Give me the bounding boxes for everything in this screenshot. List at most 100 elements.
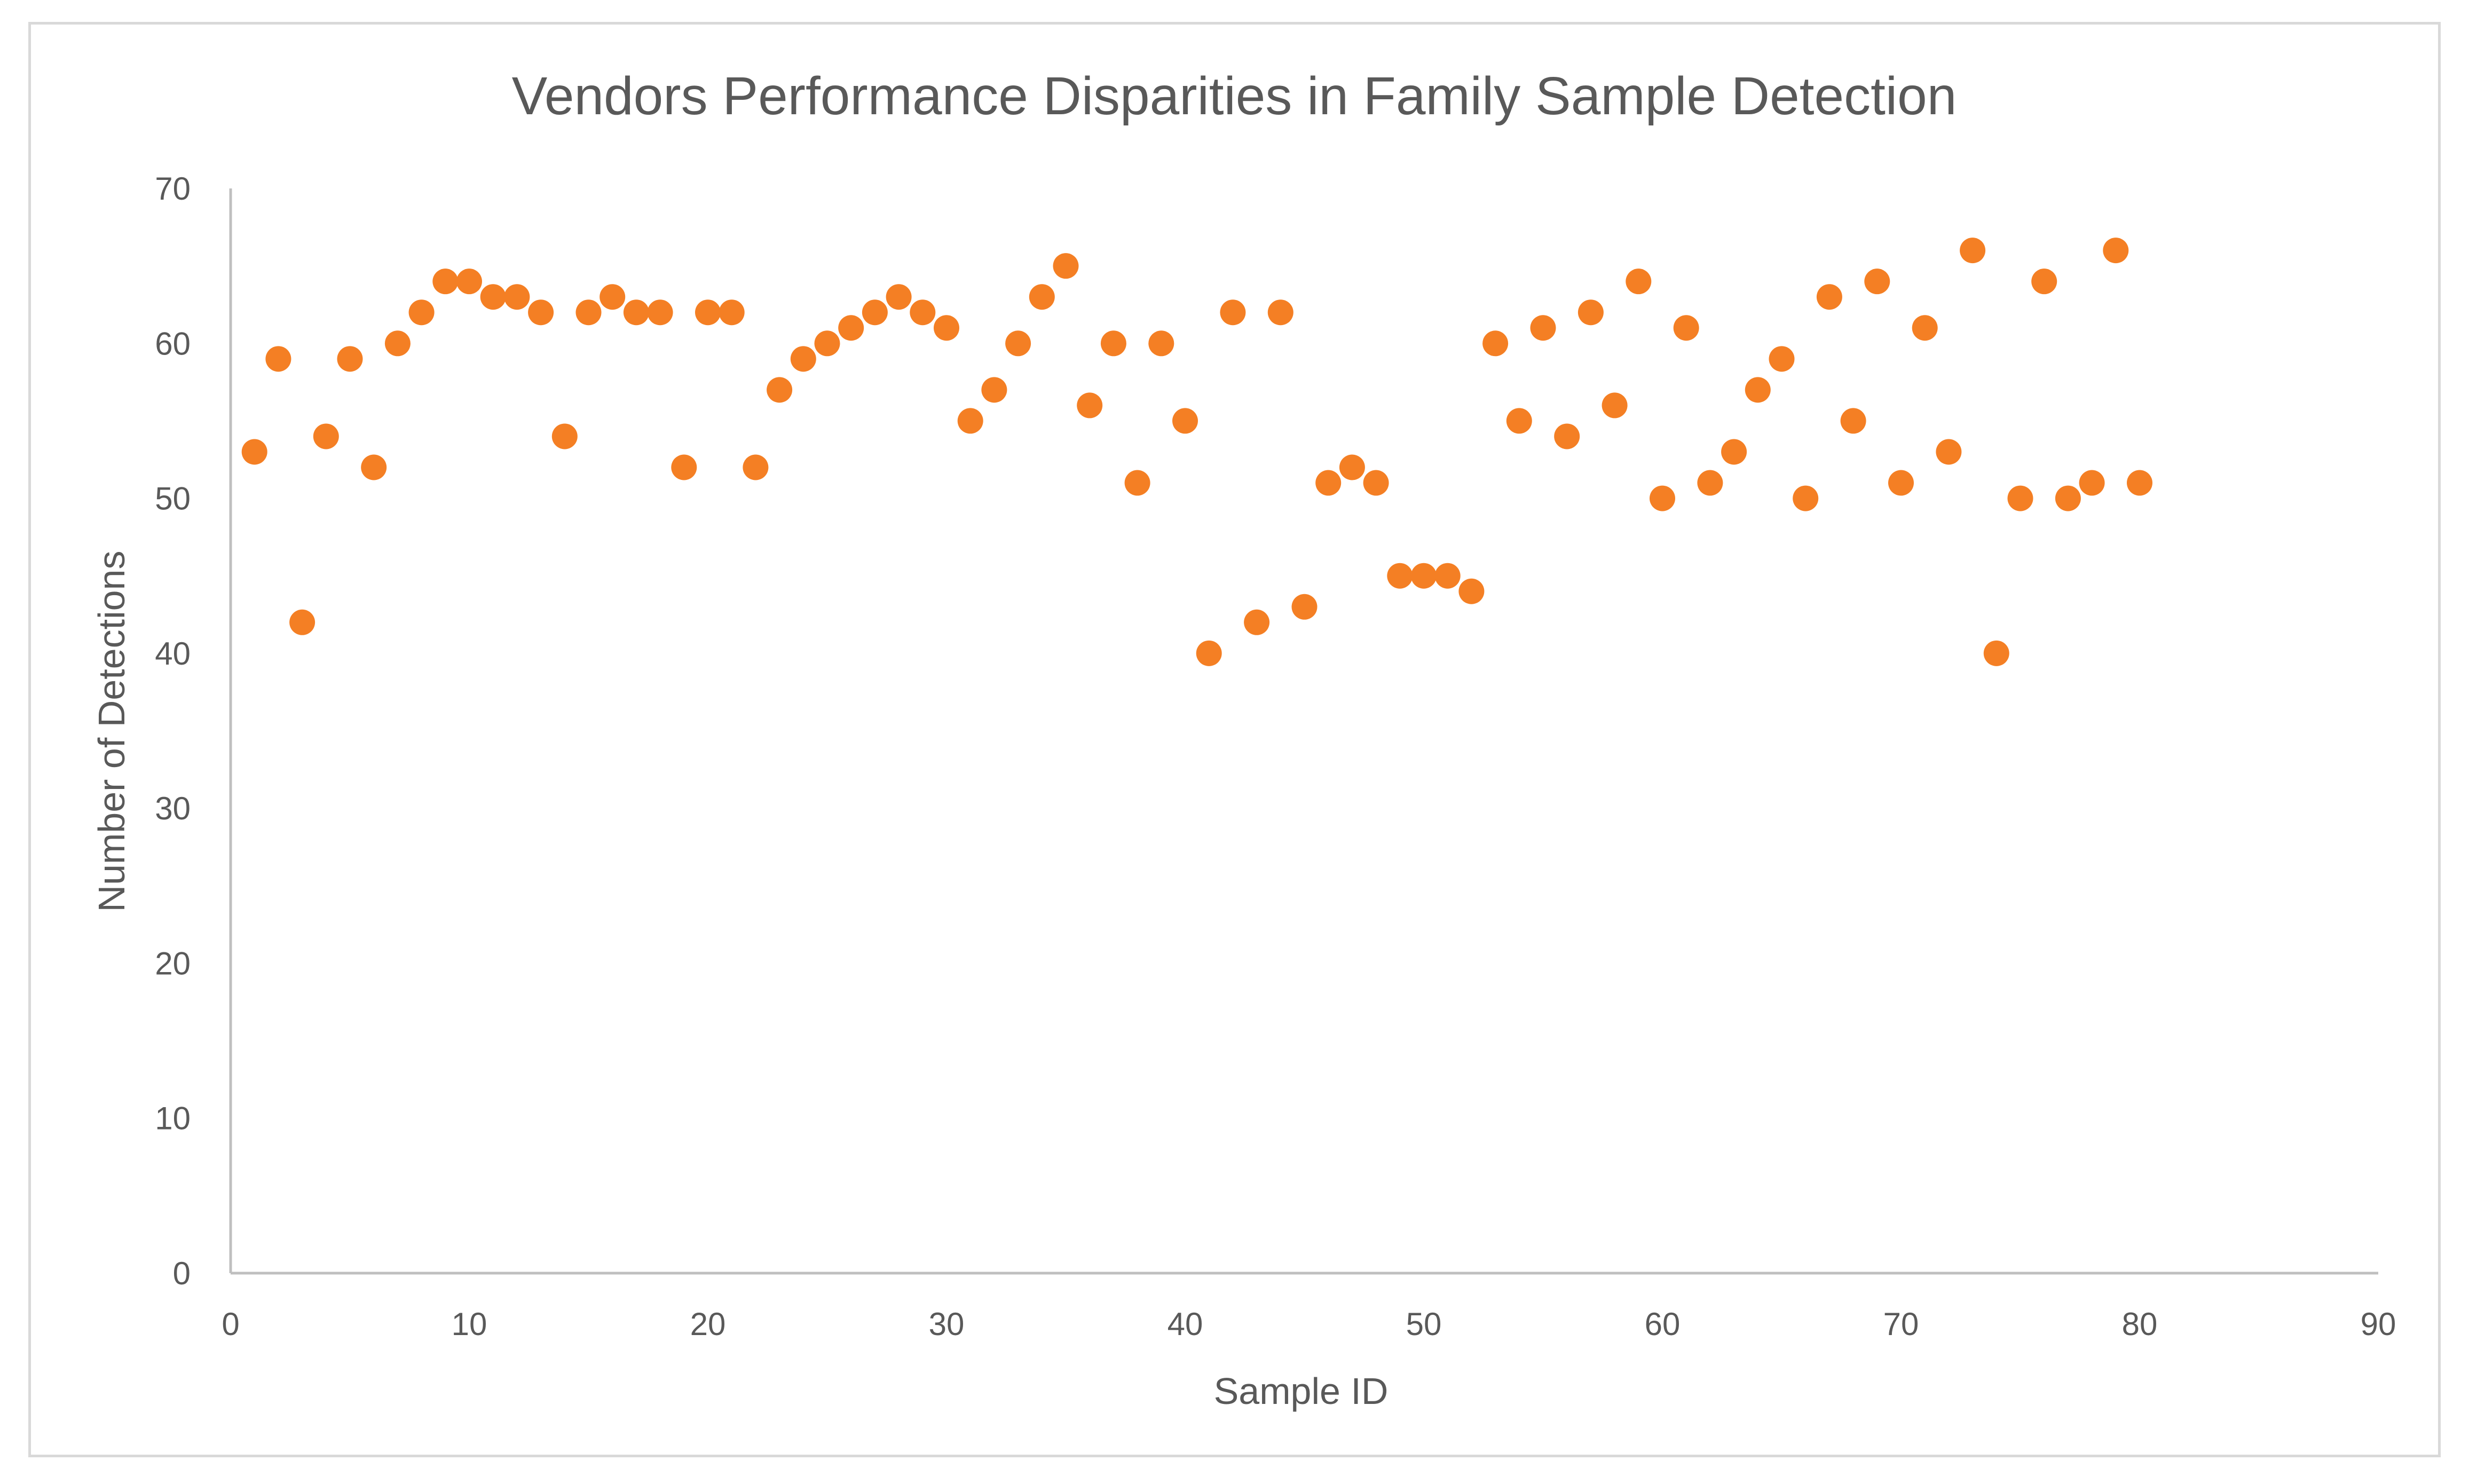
- data-point: [1100, 330, 1126, 357]
- data-point: [1983, 640, 2009, 666]
- data-point: [1196, 640, 1222, 666]
- data-point: [599, 284, 626, 310]
- data-point: [408, 299, 435, 326]
- data-point: [862, 299, 888, 326]
- data-point: [695, 299, 721, 326]
- data-point: [241, 439, 267, 465]
- data-point: [2055, 485, 2081, 511]
- data-point: [1888, 470, 1914, 496]
- data-point: [528, 299, 554, 326]
- data-point: [1148, 330, 1174, 357]
- data-point: [1697, 470, 1723, 496]
- x-tick-label: 60: [1645, 1306, 1681, 1342]
- data-point: [504, 284, 530, 310]
- data-point: [671, 454, 697, 480]
- x-tick-label: 10: [452, 1306, 487, 1342]
- y-tick-label: 10: [155, 1101, 191, 1136]
- chart-frame: [28, 22, 2441, 1457]
- data-point: [1411, 563, 1437, 589]
- y-tick-label: 0: [173, 1256, 191, 1291]
- data-point: [1363, 470, 1389, 496]
- data-point: [1291, 594, 1318, 620]
- x-tick-label: 50: [1406, 1306, 1442, 1342]
- data-point: [1530, 315, 1556, 341]
- data-point: [1721, 439, 1747, 465]
- x-tick-label: 0: [222, 1306, 239, 1342]
- data-point: [1864, 269, 1890, 295]
- data-point: [623, 299, 649, 326]
- data-point: [1793, 485, 1819, 511]
- data-point: [1267, 299, 1293, 326]
- data-point: [1673, 315, 1699, 341]
- data-point: [1554, 423, 1580, 449]
- data-point: [2031, 269, 2057, 295]
- data-point: [313, 423, 339, 449]
- data-point: [1769, 346, 1795, 372]
- data-point: [1960, 238, 1986, 264]
- data-point: [1840, 408, 1866, 434]
- data-point: [1172, 408, 1198, 434]
- y-tick-label: 30: [155, 791, 191, 826]
- data-point: [2079, 470, 2105, 496]
- data-point: [1577, 299, 1604, 326]
- x-tick-label: 30: [929, 1306, 965, 1342]
- data-point: [1602, 392, 1628, 419]
- data-point: [432, 269, 459, 295]
- data-point: [1936, 439, 1962, 465]
- data-point: [289, 609, 315, 635]
- data-point: [1387, 563, 1413, 589]
- data-point: [480, 284, 506, 310]
- data-point: [361, 454, 387, 480]
- data-point: [575, 299, 602, 326]
- data-point: [934, 315, 959, 341]
- data-point: [719, 299, 745, 326]
- data-point: [2103, 238, 2129, 264]
- x-tick-label: 70: [1883, 1306, 1919, 1342]
- y-tick-label: 70: [155, 171, 191, 207]
- x-tick-label: 20: [690, 1306, 726, 1342]
- data-point: [1244, 609, 1270, 635]
- data-point: [1053, 253, 1079, 279]
- data-point: [981, 377, 1007, 403]
- data-point: [2007, 485, 2033, 511]
- data-point: [1315, 470, 1342, 496]
- y-axis-title: Number of Detections: [91, 551, 132, 912]
- data-point: [957, 408, 983, 434]
- data-point: [265, 346, 291, 372]
- data-point: [743, 454, 769, 480]
- data-point: [1745, 377, 1771, 403]
- data-point: [2127, 470, 2152, 496]
- data-point: [551, 423, 578, 449]
- data-point: [337, 346, 363, 372]
- data-point: [1339, 454, 1365, 480]
- data-point: [1506, 408, 1532, 434]
- data-point: [1029, 284, 1055, 310]
- data-points: [241, 238, 2152, 666]
- x-tick-label: 80: [2122, 1306, 2158, 1342]
- data-point: [1816, 284, 1842, 310]
- x-tick-label: 40: [1168, 1306, 1203, 1342]
- data-point: [790, 346, 816, 372]
- data-point: [1650, 485, 1675, 511]
- y-tick-label: 40: [155, 636, 191, 672]
- x-axis-ticks: 0 10 20 30 40 50 60 70 80 90: [222, 1306, 2396, 1342]
- data-point: [1077, 392, 1103, 419]
- chart-title: Vendors Performance Disparities in Famil…: [512, 66, 1957, 126]
- y-tick-label: 60: [155, 326, 191, 361]
- data-point: [1912, 315, 1938, 341]
- y-tick-label: 20: [155, 945, 191, 981]
- data-point: [384, 330, 411, 357]
- y-axis-ticks: 0 10 20 30 40 50 60 70: [155, 171, 191, 1291]
- x-axis-title: Sample ID: [1214, 1370, 1389, 1412]
- data-point: [1124, 470, 1150, 496]
- data-point: [1482, 330, 1509, 357]
- data-point: [1434, 563, 1461, 589]
- data-point: [1220, 299, 1246, 326]
- data-point: [886, 284, 912, 310]
- data-point: [910, 299, 936, 326]
- data-point: [1005, 330, 1031, 357]
- data-point: [647, 299, 673, 326]
- x-tick-label: 90: [2361, 1306, 2396, 1342]
- data-point: [767, 377, 793, 403]
